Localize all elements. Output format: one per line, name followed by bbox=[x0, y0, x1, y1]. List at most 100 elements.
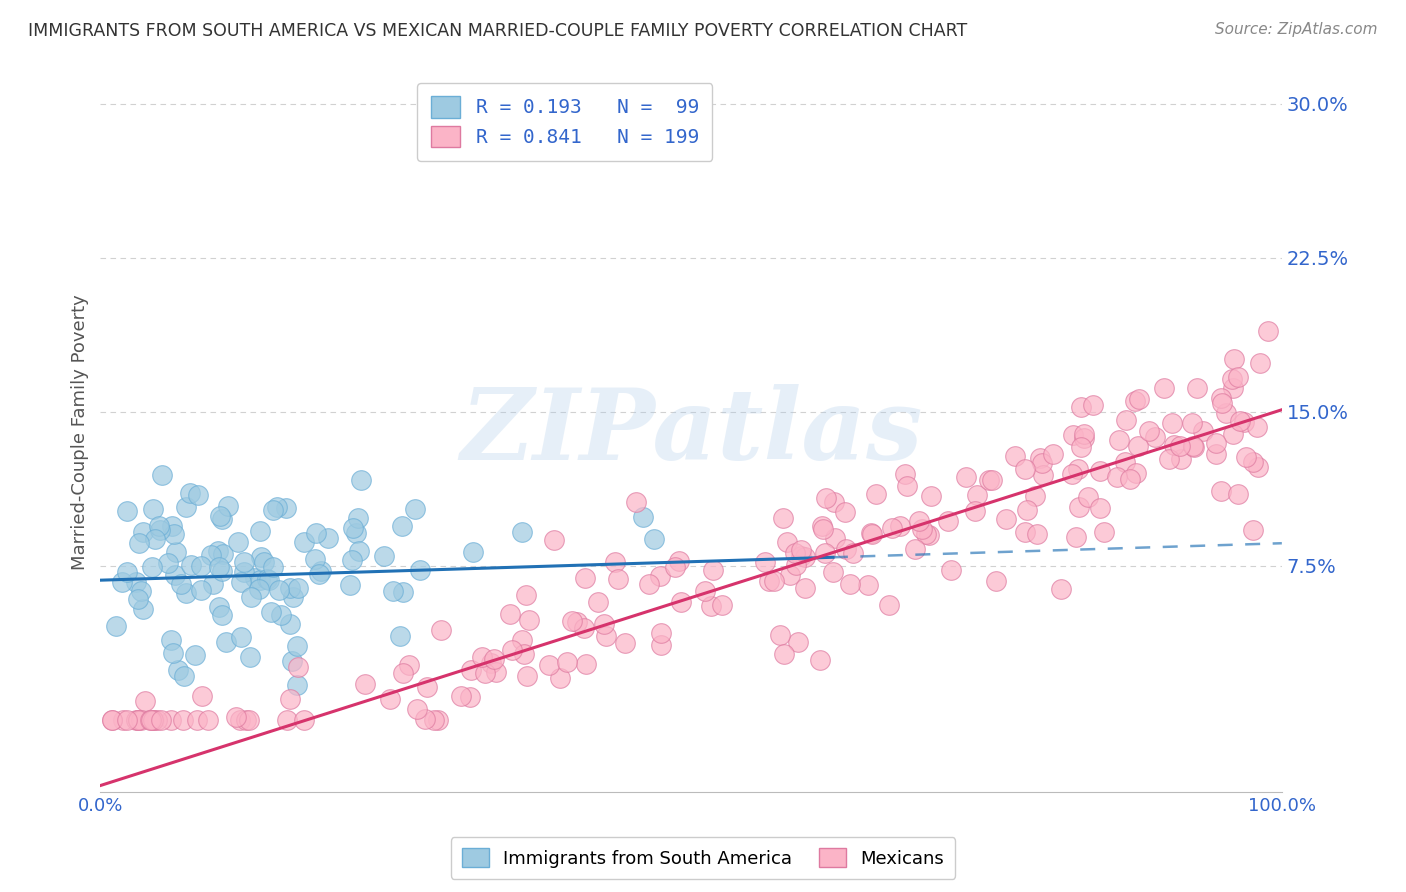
Point bbox=[1159, 452, 1181, 467]
Point bbox=[212, 547, 235, 561]
Point bbox=[474, 666, 496, 681]
Point bbox=[776, 534, 799, 549]
Point bbox=[233, 555, 256, 569]
Point bbox=[515, 588, 537, 602]
Point bbox=[779, 568, 801, 582]
Point bbox=[1060, 467, 1083, 481]
Point bbox=[460, 663, 482, 677]
Point bbox=[1062, 427, 1084, 442]
Point bbox=[186, 713, 208, 727]
Point bbox=[278, 692, 301, 706]
Point bbox=[342, 521, 364, 535]
Point bbox=[785, 546, 807, 560]
Point bbox=[415, 680, 437, 694]
Point bbox=[1024, 490, 1046, 504]
Point bbox=[427, 713, 450, 727]
Point bbox=[789, 549, 811, 563]
Point bbox=[276, 713, 298, 727]
Legend: R = 0.193   N =  99, R = 0.841   N = 199: R = 0.193 N = 99, R = 0.841 N = 199 bbox=[418, 83, 713, 161]
Point bbox=[339, 578, 361, 592]
Point bbox=[1029, 451, 1052, 466]
Point bbox=[499, 607, 522, 622]
Point bbox=[1182, 439, 1205, 453]
Point bbox=[262, 560, 284, 574]
Point bbox=[980, 473, 1002, 487]
Point bbox=[225, 710, 247, 724]
Point bbox=[430, 624, 453, 638]
Point bbox=[963, 504, 986, 518]
Point bbox=[1070, 440, 1092, 454]
Point bbox=[808, 653, 831, 667]
Point bbox=[510, 632, 533, 647]
Point bbox=[1241, 524, 1264, 538]
Point bbox=[471, 650, 494, 665]
Point bbox=[238, 713, 260, 727]
Point bbox=[115, 713, 138, 727]
Point bbox=[1067, 462, 1090, 476]
Point bbox=[311, 564, 333, 578]
Point bbox=[835, 541, 858, 556]
Point bbox=[250, 549, 273, 564]
Point bbox=[160, 713, 183, 727]
Point bbox=[1115, 413, 1137, 427]
Point bbox=[1168, 439, 1191, 453]
Point bbox=[347, 544, 370, 558]
Point bbox=[1185, 381, 1208, 395]
Point bbox=[758, 574, 780, 588]
Point bbox=[280, 654, 302, 668]
Point bbox=[149, 524, 172, 538]
Point bbox=[316, 531, 339, 545]
Point bbox=[180, 558, 202, 572]
Point bbox=[1205, 436, 1227, 450]
Point bbox=[1227, 370, 1250, 384]
Point bbox=[128, 536, 150, 550]
Point bbox=[285, 640, 308, 654]
Point bbox=[176, 500, 198, 514]
Point bbox=[700, 599, 723, 613]
Point bbox=[398, 658, 420, 673]
Point bbox=[823, 495, 845, 509]
Point bbox=[815, 491, 838, 505]
Point bbox=[537, 658, 560, 673]
Point bbox=[1070, 400, 1092, 414]
Point bbox=[879, 598, 901, 612]
Point bbox=[233, 565, 256, 579]
Point bbox=[908, 514, 931, 528]
Point bbox=[162, 518, 184, 533]
Point bbox=[131, 713, 153, 727]
Point bbox=[603, 555, 626, 569]
Point bbox=[392, 585, 415, 599]
Point bbox=[941, 563, 963, 577]
Point bbox=[127, 591, 149, 606]
Point bbox=[1031, 456, 1053, 470]
Point bbox=[1032, 468, 1054, 483]
Point bbox=[381, 583, 404, 598]
Point bbox=[422, 713, 444, 727]
Point bbox=[856, 577, 879, 591]
Point bbox=[174, 586, 197, 600]
Point bbox=[860, 526, 883, 541]
Point bbox=[388, 629, 411, 643]
Point bbox=[262, 502, 284, 516]
Point bbox=[274, 500, 297, 515]
Point bbox=[664, 560, 686, 574]
Point bbox=[1137, 424, 1160, 438]
Point bbox=[226, 535, 249, 549]
Point bbox=[955, 470, 977, 484]
Point bbox=[143, 713, 166, 727]
Point bbox=[1222, 427, 1244, 442]
Point bbox=[648, 569, 671, 583]
Point bbox=[668, 554, 690, 568]
Point bbox=[406, 702, 429, 716]
Point bbox=[1004, 450, 1026, 464]
Point bbox=[1191, 425, 1213, 439]
Point bbox=[482, 651, 505, 665]
Point bbox=[287, 660, 309, 674]
Point bbox=[239, 591, 262, 605]
Point bbox=[1211, 395, 1233, 409]
Point bbox=[794, 549, 817, 564]
Text: Source: ZipAtlas.com: Source: ZipAtlas.com bbox=[1215, 22, 1378, 37]
Point bbox=[184, 648, 207, 663]
Point bbox=[479, 657, 502, 671]
Point bbox=[565, 615, 588, 629]
